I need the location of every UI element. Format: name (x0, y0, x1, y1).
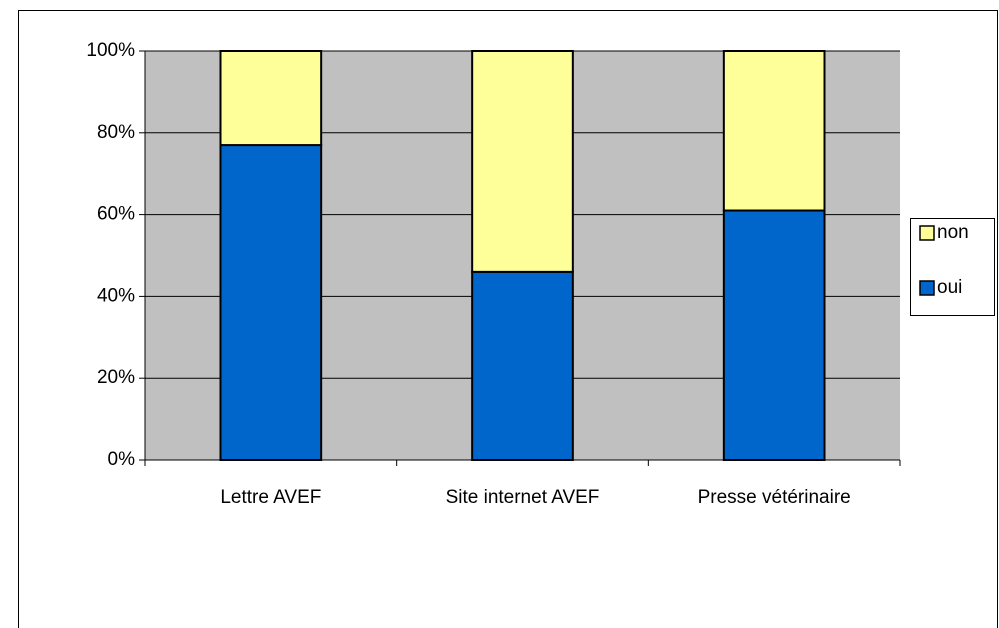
x-tick-label: Presse vétérinaire (698, 487, 851, 508)
bar-segment (471, 50, 574, 273)
y-tick-label: 0% (108, 449, 136, 470)
bar-segment (219, 50, 323, 147)
y-tick-label: 100% (86, 40, 135, 61)
x-tick-label: Site internet AVEF (446, 487, 600, 508)
legend-label: oui (937, 277, 962, 298)
y-tick-label: 80% (97, 122, 135, 143)
y-tick-label: 40% (97, 285, 135, 306)
legend-swatch (919, 280, 935, 296)
y-tick-label: 20% (97, 367, 135, 388)
bar-segment (722, 50, 826, 212)
y-tick-label: 60% (97, 204, 135, 225)
bar-segment (219, 144, 323, 461)
bar-segment (722, 209, 826, 461)
legend-label: non (937, 222, 969, 243)
x-tick-label: Lettre AVEF (220, 487, 321, 508)
bar-segment (471, 270, 574, 461)
legend-swatch (919, 225, 935, 241)
legend-box (910, 218, 995, 316)
chart-frame (18, 10, 998, 628)
